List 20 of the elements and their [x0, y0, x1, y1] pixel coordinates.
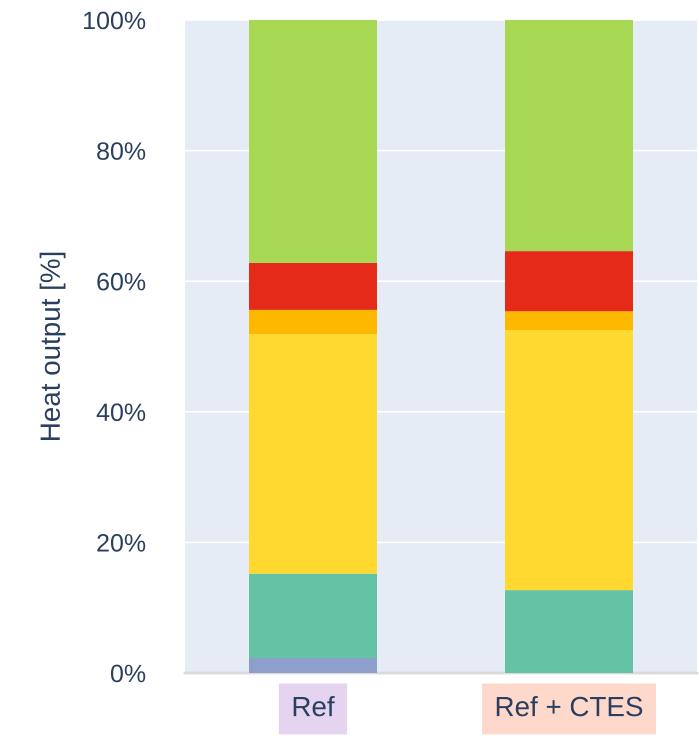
- y-tick-label: 60%: [97, 272, 146, 291]
- y-tick-label: 100%: [84, 12, 146, 30]
- bar: [249, 310, 377, 334]
- bar: [249, 574, 377, 658]
- bar: [249, 20, 377, 263]
- bar: [249, 262, 377, 310]
- bar: [505, 251, 633, 312]
- y-tick-label: 40%: [96, 403, 146, 422]
- y-axis-title: Heat output [%]: [40, 252, 66, 440]
- bar: [505, 590, 633, 673]
- y-tick-label: 80%: [97, 142, 146, 160]
- bar: [505, 311, 633, 330]
- x-tick-label: Ref + CTES: [496, 696, 642, 716]
- bar: [505, 330, 633, 590]
- y-tick-label: 0%: [110, 664, 146, 682]
- bar: [249, 334, 377, 574]
- bar: [249, 658, 377, 673]
- bar: [505, 20, 633, 252]
- y-tick-label: 20%: [97, 534, 146, 552]
- x-tick-label: Ref: [294, 696, 335, 716]
